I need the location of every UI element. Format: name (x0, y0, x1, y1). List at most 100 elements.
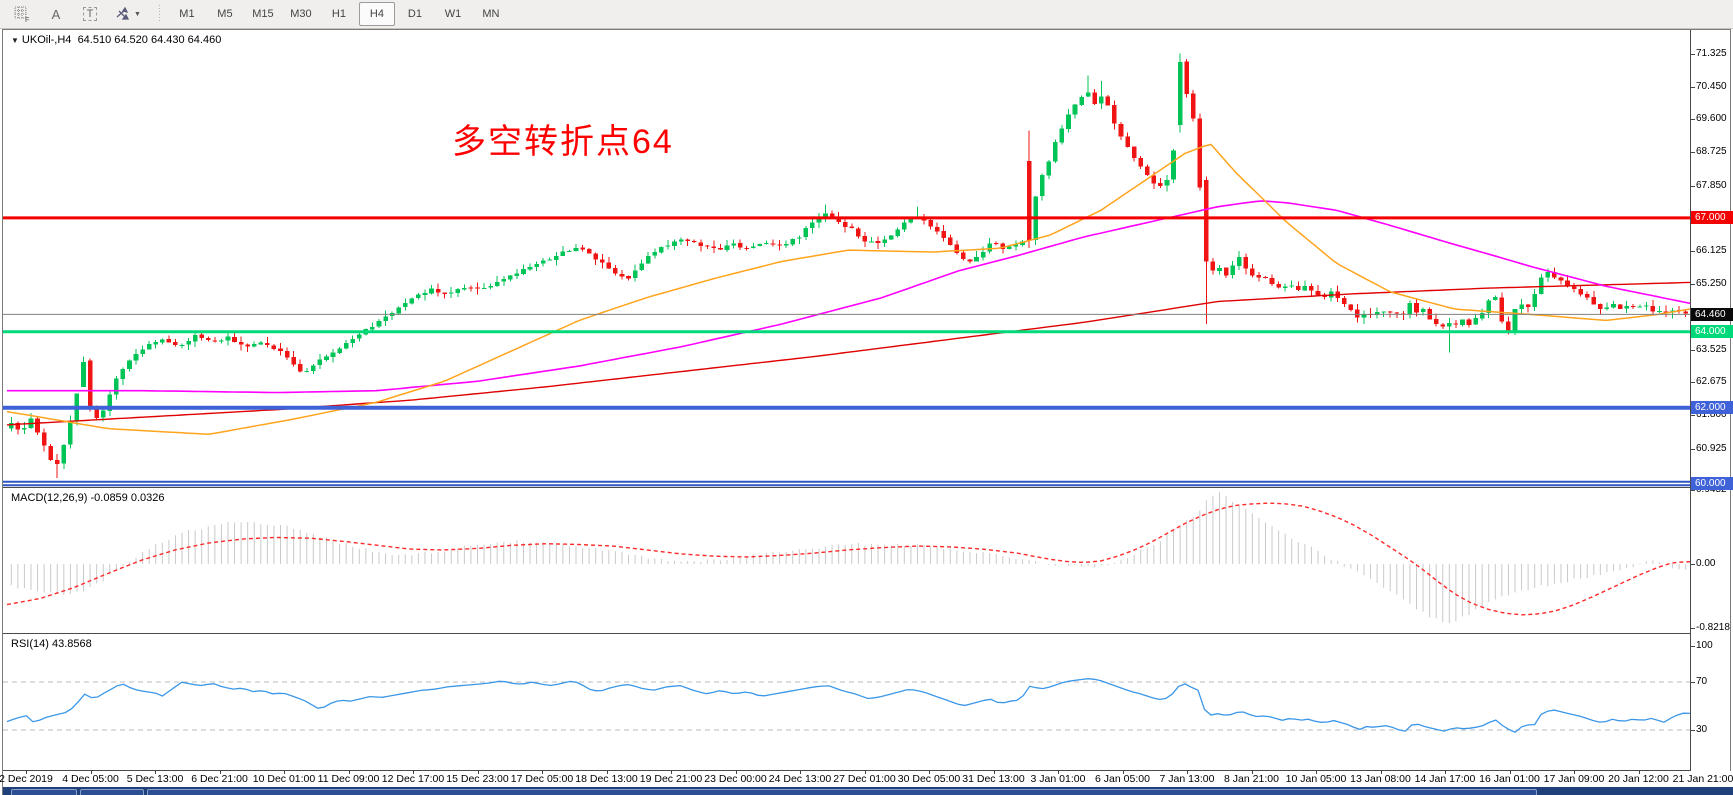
axis-tick-mark (1691, 415, 1695, 417)
svg-text:F: F (25, 17, 29, 22)
time-tick-label: 14 Jan 17:00 (1414, 773, 1476, 785)
panel-divider-macd[interactable] (3, 487, 1691, 488)
axis-tick-mark (1691, 152, 1695, 154)
rsi-tick-label: 70 (1696, 676, 1708, 687)
bottom-tab-3[interactable] (147, 789, 1537, 795)
time-tick-label: 21 Jan 21:00 (1672, 773, 1733, 785)
time-tick-mark (90, 770, 92, 774)
time-tick-mark (1509, 770, 1511, 774)
time-tick-mark (1316, 770, 1317, 774)
timeframe-button-m5[interactable]: M5 (217, 8, 233, 20)
time-tick-mark (1187, 770, 1188, 774)
time-tick-mark (26, 770, 27, 774)
time-tick-label: 10 Jan 05:00 (1285, 773, 1347, 785)
timeframe-button-m15[interactable]: M15 (252, 8, 274, 20)
time-tick-label: 27 Dec 01:00 (833, 773, 896, 785)
time-tick-mark (477, 770, 479, 774)
time-tick-mark (735, 770, 737, 774)
dropdown-caret-icon[interactable]: ▼ (134, 10, 141, 18)
time-tick-label: 18 Dec 13:00 (575, 773, 638, 785)
time-tick-mark (413, 770, 414, 774)
time-tick-mark (1445, 770, 1446, 774)
price-tick-label: 61.800 (1696, 409, 1727, 421)
crosshair-arrows-icon[interactable]: ▼ (108, 2, 146, 26)
axis-tick-mark (1691, 448, 1695, 450)
price-badge-64.000: 64.000 (1691, 325, 1733, 339)
macd-series (10, 492, 1687, 624)
textbox-t-glyph: T (82, 7, 98, 21)
time-tick-label: 4 Dec 05:00 (62, 773, 119, 785)
price-tick-label: 68.725 (1696, 146, 1727, 158)
symbol-label: UKOil-,H4 (21, 34, 72, 46)
price-badge-67.000: 67.000 (1691, 211, 1733, 225)
candlestick-series (8, 53, 1689, 479)
panel-divider-rsi[interactable] (3, 633, 1691, 634)
rsi-label: RSI(14) 43.8568 (11, 638, 92, 650)
time-tick-label: 10 Dec 01:00 (252, 773, 316, 785)
price-tick-label: 71.325 (1696, 47, 1727, 59)
price-badge-64.460: 64.460 (1691, 307, 1733, 321)
macd-tick-label: -0.8218 (1696, 622, 1730, 634)
axis-tick-mark (1691, 284, 1695, 286)
symbol-quote-line: ▼ UKOil-,H4 64.510 64.520 64.430 64.460 (11, 34, 221, 46)
time-tick-mark (1251, 770, 1253, 774)
time-tick-label: 8 Jan 21:00 (1224, 773, 1279, 785)
axis-tick-mark (1691, 349, 1695, 351)
time-axis: 2 Dec 2019 4 Dec 05:00 5 Dec 13:00 6 Dec 21… (0, 770, 1733, 787)
time-tick-mark (606, 770, 608, 774)
timeframe-button-h4[interactable]: H4 (358, 2, 395, 26)
grid-f-icon[interactable]: F (6, 2, 38, 26)
time-tick-label: 23 Dec 00:00 (704, 773, 767, 785)
time-tick-mark (1638, 770, 1640, 774)
time-tick-label: 13 Jan 08:00 (1350, 773, 1411, 785)
time-tick-mark (1574, 770, 1575, 774)
time-tick-mark (1122, 770, 1124, 774)
axis-tick-mark (1691, 119, 1695, 121)
axis-tick-mark (1691, 185, 1695, 187)
ma-mid-line (7, 200, 1691, 394)
symbol-collapse-arrow-icon[interactable]: ▼ (11, 36, 19, 45)
time-tick-mark (155, 770, 156, 774)
axis-tick-mark (1691, 251, 1695, 253)
time-tick-label: 19 Dec 21:00 (639, 773, 703, 785)
macd-tick-label: 0.00 (1696, 558, 1716, 569)
price-badge-62.000: 62.000 (1691, 401, 1733, 415)
textbox-tool-icon[interactable]: T (74, 2, 106, 26)
timeframe-button-d1[interactable]: D1 (407, 8, 422, 20)
arrows-glyph (116, 7, 130, 20)
timeframe-button-mn[interactable]: MN (482, 8, 500, 20)
time-tick-label: 30 Dec 05:00 (897, 773, 961, 785)
axis-tick-mark (1691, 490, 1695, 492)
timeframe-button-m30[interactable]: M30 (290, 8, 312, 20)
bottom-tab-1[interactable] (11, 789, 77, 795)
axis-tick-mark (1691, 382, 1695, 384)
toolbar-grip[interactable] (156, 5, 162, 23)
time-tick-mark (284, 770, 285, 774)
chart-canvas[interactable] (3, 30, 1732, 794)
axis-tick-mark (1691, 53, 1695, 55)
macd-label: MACD(12,26,9) -0.0859 0.0326 (11, 492, 165, 504)
axis-tick-mark (1691, 730, 1695, 731)
timeframe-button-w1[interactable]: W1 (444, 8, 462, 20)
price-tick-label: 69.600 (1696, 113, 1727, 125)
time-tick-label: 11 Dec 09:00 (317, 773, 380, 785)
bottom-tab-2[interactable] (80, 789, 144, 795)
price-badge-60.000: 60.000 (1691, 477, 1733, 491)
rsi-tick-label: 30 (1696, 724, 1708, 735)
time-tick-label: 6 Dec 21:00 (191, 773, 248, 785)
time-tick-mark (671, 770, 672, 774)
ma-fast-line (6, 143, 1691, 436)
price-tick-label: 60.925 (1696, 442, 1727, 454)
rsi-tick-label: 100 (1696, 640, 1713, 651)
timeframe-button-h1[interactable]: H1 (331, 8, 346, 20)
timeframe-button-m1[interactable]: M1 (179, 8, 195, 20)
time-tick-label: 16 Jan 01:00 (1479, 773, 1540, 785)
macd-signal-line (6, 502, 1691, 616)
time-tick-label: 17 Dec 05:00 (510, 773, 574, 785)
time-axis-line (3, 770, 1691, 771)
text-label-tool-icon[interactable]: A (51, 6, 61, 22)
grid-f-icon-glyph: F (14, 6, 29, 22)
rsi-line (6, 678, 1691, 733)
time-tick-label: 7 Jan 13:00 (1159, 773, 1215, 785)
